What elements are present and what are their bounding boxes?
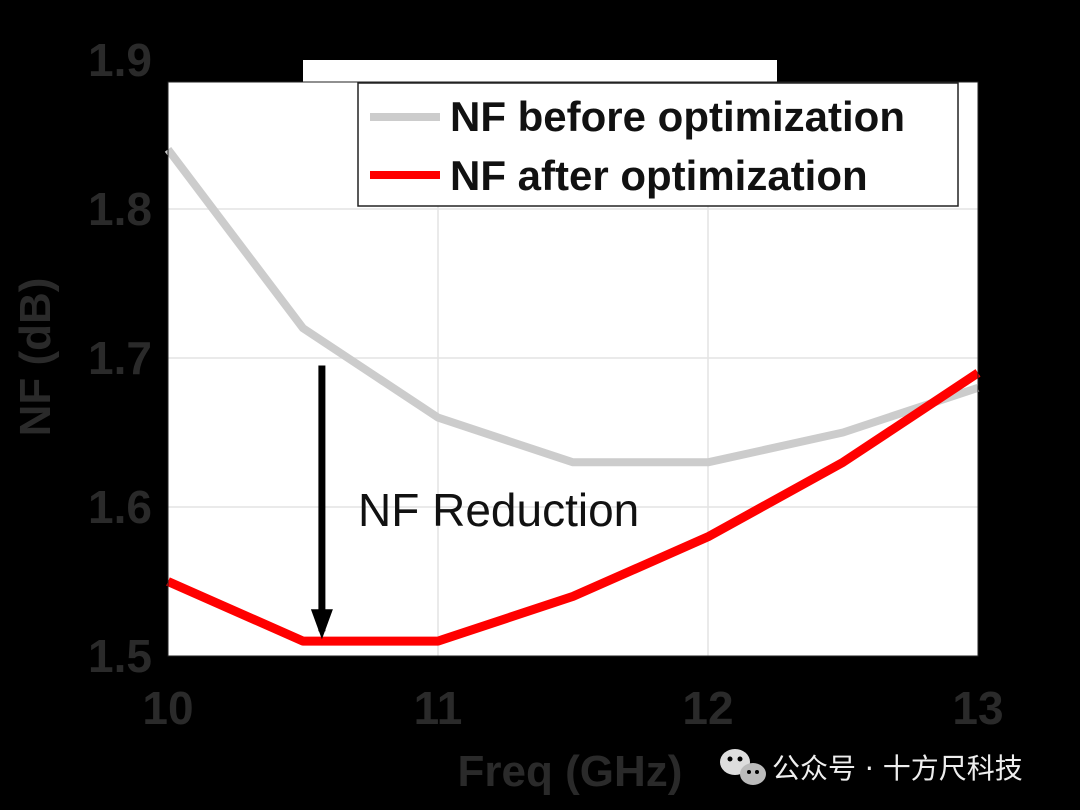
legend-label-before: NF before optimization [450, 93, 905, 140]
annotation-label: NF Reduction [358, 484, 639, 536]
x-tick-label: 12 [682, 682, 733, 734]
y-tick-label: 1.9 [88, 34, 152, 86]
wechat-icon [720, 749, 766, 785]
x-axis-title: Freq (GHz) [458, 747, 683, 796]
tick-labels: 10 11 12 13 1.5 1.6 1.7 1.8 1.9 [88, 34, 1004, 734]
watermark-bg [700, 730, 1076, 806]
legend-box [357, 82, 959, 207]
y-tick-label: 1.5 [88, 630, 152, 682]
watermark: 公众号 · 十方尺科技 [700, 730, 1076, 806]
x-tick-label: 13 [952, 682, 1003, 734]
x-tick-label: 11 [414, 682, 463, 734]
legend-label-after: NF after optimization [450, 152, 868, 199]
y-tick-label: 1.8 [88, 183, 152, 235]
y-tick-label: 1.6 [88, 481, 152, 533]
x-tick-label: 10 [142, 682, 193, 734]
reduction-arrow-head [310, 609, 333, 640]
y-axis-title: NF (dB) [11, 278, 60, 437]
plot-border [167, 81, 979, 657]
plot-top-patch [303, 60, 777, 82]
watermark-text: 公众号 · 十方尺科技 [772, 752, 1023, 785]
y-tick-label: 1.7 [88, 332, 152, 384]
legend: NF before optimization NF after optimiza… [357, 82, 959, 207]
annotation: NF Reduction [310, 365, 639, 640]
